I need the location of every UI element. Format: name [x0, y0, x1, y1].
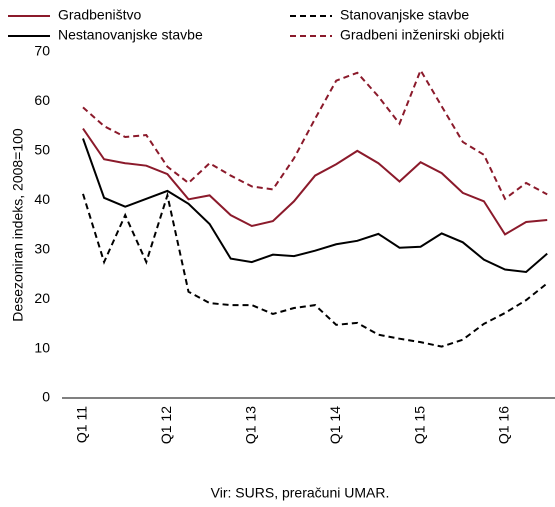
legend-label: Nestanovanjske stavbe — [58, 27, 203, 43]
x-tick-label: Q1 14 — [327, 406, 343, 444]
y-axis-label: Desezoniran indeks, 2008=100 — [10, 128, 26, 322]
x-tick-label: Q1 11 — [74, 406, 90, 443]
x-tick-label: Q1 15 — [411, 406, 427, 444]
series-line — [82, 128, 548, 236]
legend-label: Gradbeni inženirski objekti — [340, 27, 504, 43]
x-tick-label: Q1 16 — [496, 406, 512, 444]
legend-label: Gradbeništvo — [58, 7, 141, 23]
series-line — [82, 138, 548, 274]
series-line — [82, 191, 548, 348]
y-tick-label: 20 — [34, 290, 50, 306]
legend-label: Stanovanjske stavbe — [340, 7, 469, 23]
y-tick-label: 50 — [34, 142, 50, 158]
y-tick-label: 30 — [34, 240, 50, 256]
y-tick-label: 70 — [34, 43, 50, 59]
y-tick-label: 0 — [42, 389, 50, 405]
source-note: Vir: SURS, preračuni UMAR. — [211, 485, 390, 501]
x-tick-label: Q1 12 — [158, 406, 174, 444]
series-line — [82, 68, 548, 201]
y-tick-label: 40 — [34, 191, 50, 207]
y-tick-label: 10 — [34, 339, 50, 355]
y-tick-label: 60 — [34, 92, 50, 108]
x-tick-label: Q1 13 — [243, 406, 259, 444]
